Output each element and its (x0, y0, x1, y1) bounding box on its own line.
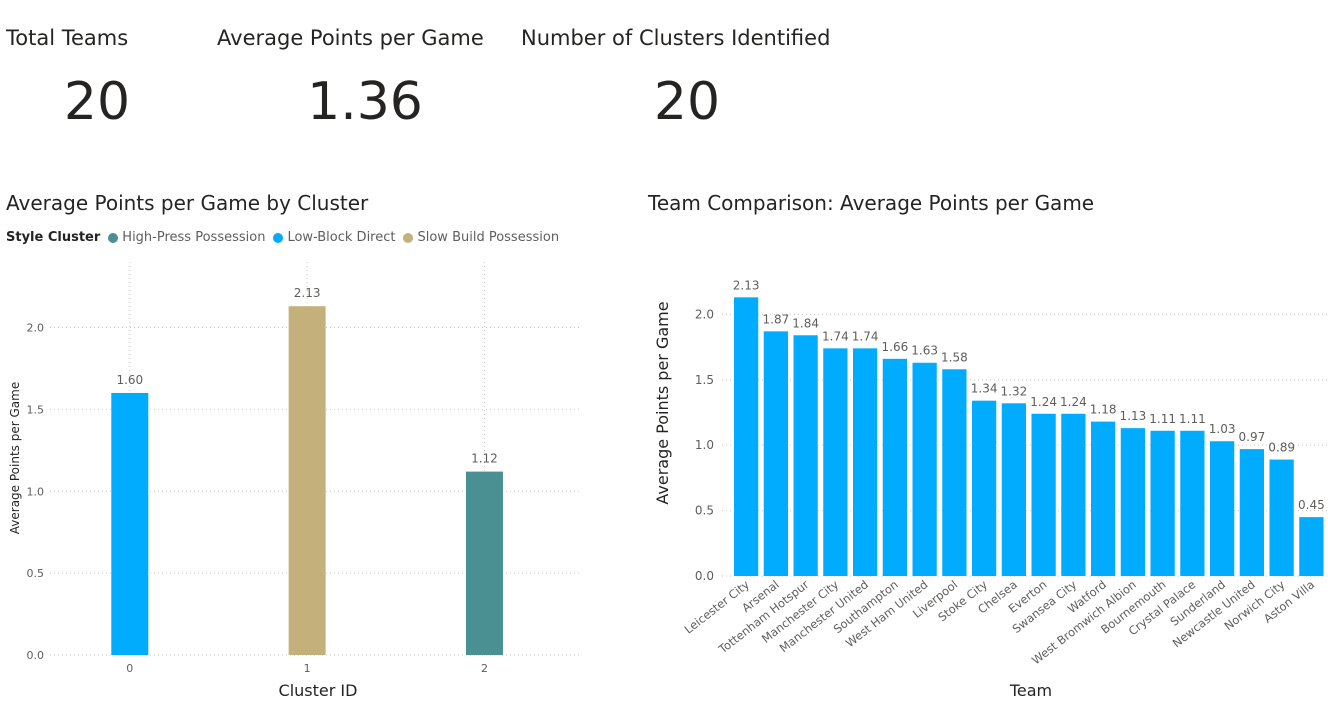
bar (1150, 430, 1175, 576)
y-axis-title: Average Points per Game (8, 382, 22, 534)
data-label: 1.74 (852, 329, 879, 343)
data-label: 0.89 (1268, 441, 1295, 455)
data-label: 1.66 (882, 340, 909, 354)
data-label: 1.60 (116, 373, 143, 387)
bar (1120, 428, 1145, 576)
team-chart-title: Team Comparison: Average Points per Game (648, 191, 1095, 215)
kpi-value-total-teams: 20 (63, 72, 131, 132)
y-tick-label: 0.0 (27, 649, 45, 662)
kpi-card-clusters: Number of Clusters Identified (521, 26, 830, 50)
data-label: 0.97 (1239, 430, 1266, 444)
legend-label: Slow Build Possession (417, 230, 560, 245)
y-tick-label: 0.0 (695, 569, 714, 583)
bar (1061, 413, 1086, 576)
kpi-title: Number of Clusters Identified (521, 26, 831, 50)
data-label: 1.12 (471, 452, 498, 466)
bar (1180, 430, 1205, 576)
data-label: 1.03 (1209, 422, 1236, 436)
bar (763, 331, 788, 576)
data-label: 1.18 (1090, 403, 1117, 417)
data-label: 1.84 (792, 316, 819, 330)
bar (1210, 441, 1235, 576)
x-tick-label: 2 (481, 662, 488, 675)
kpi-card-total-teams: Total Teams (6, 26, 128, 50)
data-label: 2.13 (294, 286, 321, 300)
data-label: 1.87 (763, 312, 790, 326)
y-tick-label: 0.5 (695, 504, 714, 518)
bar (882, 358, 907, 576)
legend-title: Style Cluster (6, 230, 101, 245)
data-label: 1.24 (1030, 395, 1057, 409)
data-label: 2.13 (733, 278, 760, 292)
data-label: 1.34 (971, 382, 998, 396)
data-label: 1.74 (822, 329, 849, 343)
bar (793, 335, 818, 576)
bar (1239, 449, 1264, 576)
cluster-legend: Style Cluster High-Press Possession Low-… (6, 230, 567, 245)
kpi-value-clusters: 20 (653, 72, 721, 132)
legend-dot-icon (403, 232, 414, 243)
bar (734, 297, 759, 576)
data-label: 0.45 (1298, 498, 1325, 512)
legend-item-low-block[interactable]: Low-Block Direct (273, 230, 395, 245)
legend-label: Low-Block Direct (287, 230, 396, 245)
kpi-title: Total Teams (6, 26, 129, 50)
bar (1091, 421, 1116, 576)
data-label: 1.32 (1001, 384, 1028, 398)
kpi-title: Average Points per Game (217, 26, 484, 50)
y-tick-label: 1.5 (27, 403, 45, 416)
data-label: 1.63 (911, 344, 938, 358)
data-label: 1.24 (1060, 395, 1087, 409)
bar (1299, 517, 1324, 576)
legend-item-high-press[interactable]: High-Press Possession (108, 230, 265, 245)
legend-dot-icon (108, 232, 119, 243)
x-axis-title: Team (1009, 681, 1052, 700)
legend-dot-icon (273, 232, 284, 243)
x-axis-title: Cluster ID (279, 681, 358, 700)
bar (853, 348, 878, 576)
y-tick-label: 1.0 (27, 485, 45, 498)
x-tick-label: 1 (304, 662, 311, 675)
bar (1031, 413, 1056, 576)
kpi-value-average-points: 1.36 (307, 72, 423, 132)
legend-item-slow-build[interactable]: Slow Build Possession (403, 230, 559, 245)
y-tick-label: 0.5 (27, 567, 45, 580)
data-label: 1.58 (941, 350, 968, 364)
y-tick-label: 1.5 (695, 373, 714, 387)
bar (1001, 403, 1026, 576)
legend-label: High-Press Possession (122, 230, 266, 245)
bar (111, 393, 149, 655)
y-tick-label: 2.0 (27, 322, 45, 335)
y-tick-label: 2.0 (695, 307, 714, 321)
x-tick-label: 0 (126, 662, 133, 675)
data-label: 1.11 (1179, 412, 1206, 426)
bar (823, 348, 848, 576)
bar (972, 400, 997, 576)
kpi-card-average-points: Average Points per Game (217, 26, 484, 50)
data-label: 1.11 (1149, 412, 1176, 426)
cluster-chart-title: Average Points per Game by Cluster (6, 191, 369, 215)
y-axis-title: Average Points per Game (653, 301, 672, 504)
bar (912, 362, 937, 576)
bar (1269, 459, 1294, 576)
bar (465, 471, 503, 655)
y-tick-label: 1.0 (695, 438, 714, 452)
bar (942, 369, 967, 576)
data-label: 1.13 (1120, 409, 1147, 423)
bar (288, 306, 326, 655)
